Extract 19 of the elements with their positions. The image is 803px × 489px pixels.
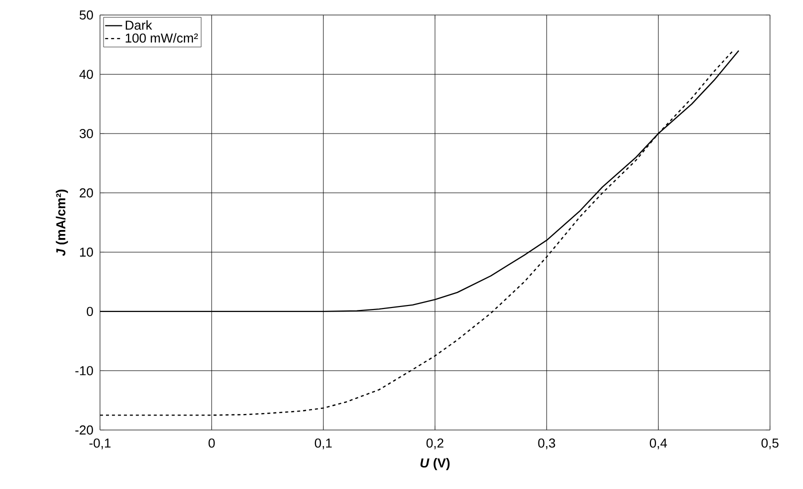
legend-label: Dark — [126, 20, 152, 30]
y-tick-label: 0 — [86, 306, 93, 316]
x-tick-label: 0,3 — [538, 438, 556, 450]
legend-label: 100 mW/cm² — [126, 33, 198, 43]
y-tick-label: 10 — [80, 248, 93, 257]
x-axis-title: U (V) — [420, 458, 450, 470]
y-axis-title: J (mA/cm²) — [56, 190, 68, 256]
y-tick-label: 50 — [80, 10, 93, 20]
y-tick-label: 30 — [80, 128, 93, 138]
x-tick-label: -0,1 — [89, 438, 111, 450]
y-tick-label: -10 — [75, 366, 93, 376]
x-tick-label: 0,2 — [426, 438, 444, 450]
y-tick-label: 20 — [80, 188, 93, 198]
x-tick-label: 0,5 — [762, 438, 778, 450]
x-tick-label: 0,4 — [650, 438, 667, 450]
y-tick-label: 40 — [79, 70, 93, 79]
x-tick-label: 0 — [208, 438, 215, 448]
x-tick-label: 0,1 — [314, 438, 332, 450]
y-tick-label: -20 — [75, 425, 93, 435]
